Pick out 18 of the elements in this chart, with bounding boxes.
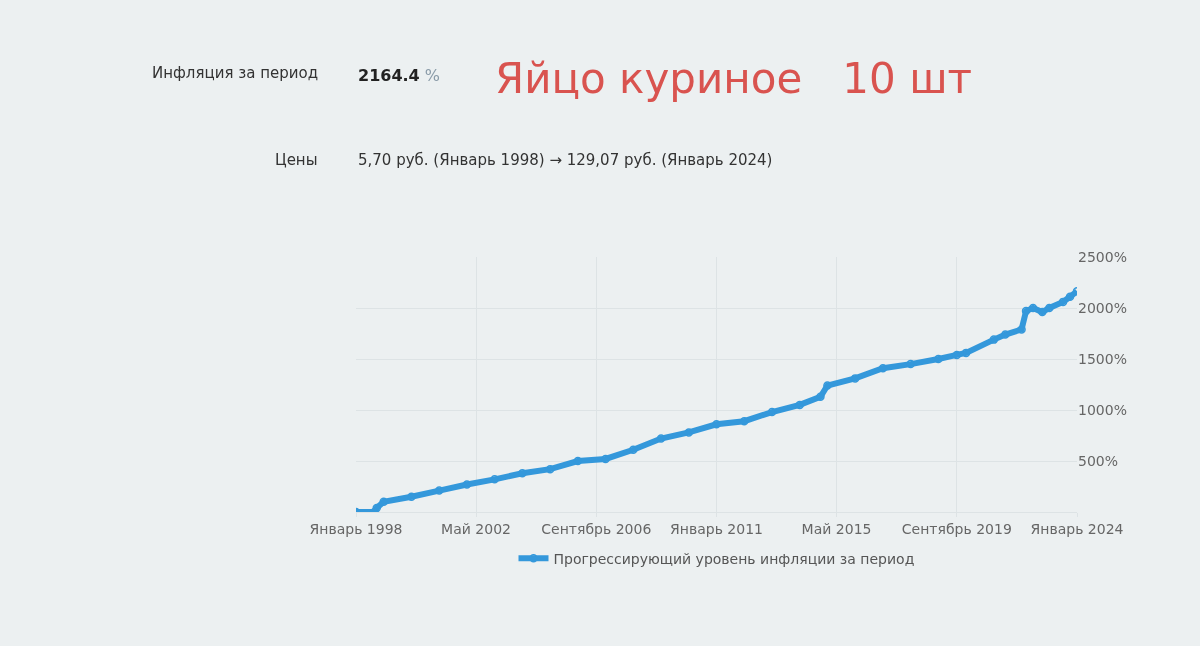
x-tick-label: Сентябрь 2006	[541, 520, 652, 537]
x-tick-label: Январь 2011	[670, 520, 763, 537]
text: 5,70 руб. (Январь 1998) → 129,07 руб. (Январь 2024)	[358, 151, 773, 169]
x-tick-label: Сентябрь 2019	[901, 520, 1012, 537]
chart-title: Яйцо куриное 10 шт	[495, 54, 973, 103]
y-tick-label: 500%	[1078, 452, 1119, 469]
legend-label: Прогрессирующий уровень инфляции за период	[553, 550, 915, 567]
y-tick-label: 2000%	[1078, 299, 1127, 316]
y-tick-label: 1500%	[1078, 350, 1127, 367]
text: 2164.4 %	[358, 66, 441, 85]
y-tick-label: 2500%	[1078, 248, 1127, 265]
x-tick-label: Январь 1998	[309, 520, 403, 537]
x-tick-label: Май 2015	[801, 520, 872, 537]
x-tick-label: Май 2002	[441, 520, 511, 537]
y-tick-label: 1000%	[1078, 401, 1127, 418]
x-tick-label: Январь 2024	[1030, 520, 1124, 537]
text: Инфляция за период	[152, 64, 319, 82]
text: Цены	[275, 151, 318, 169]
